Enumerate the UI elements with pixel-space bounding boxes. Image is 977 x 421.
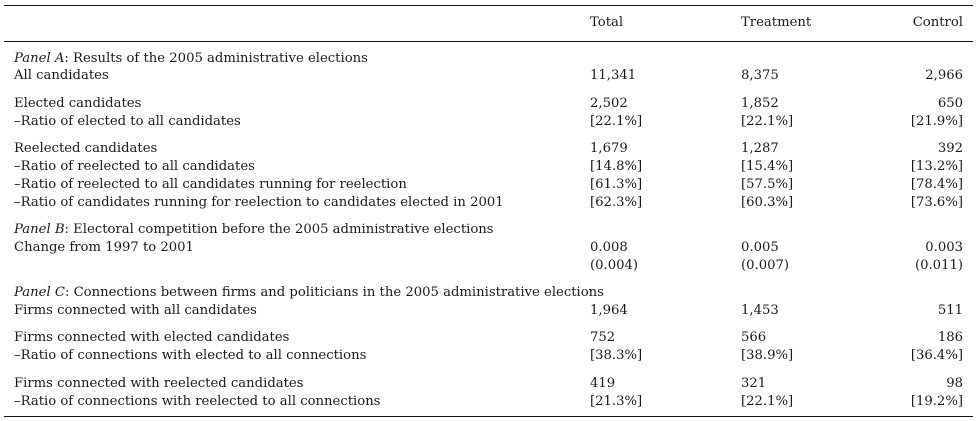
- cell-treatment: [60.3%]: [741, 195, 794, 210]
- row-label: Firms connected with reelected candidate…: [14, 376, 304, 391]
- row-label: –Ratio of reelected to all candidates: [14, 159, 255, 174]
- row-label: Elected candidates: [14, 96, 142, 111]
- cell-control: [73.6%]: [910, 195, 963, 210]
- cell-total: [21.3%]: [590, 394, 643, 409]
- cell-control: 511: [937, 303, 963, 318]
- cell-treatment: (0.007): [741, 258, 790, 273]
- cell-control: 392: [937, 141, 963, 156]
- table-row: Change from 1997 to 2001 0.008 0.005 0.0…: [0, 240, 977, 257]
- panel-b-title: Panel B: Electoral competition before th…: [0, 222, 977, 239]
- table-row: –Ratio of reelected to all candidates ru…: [0, 177, 977, 194]
- cell-treatment: [22.1%]: [741, 394, 794, 409]
- cell-total: [14.8%]: [590, 159, 643, 174]
- cell-total: 1,964: [590, 303, 628, 318]
- cell-control: 0.003: [925, 240, 963, 255]
- cell-control: [21.9%]: [910, 114, 963, 129]
- row-label: Reelected candidates: [14, 141, 158, 156]
- cell-total: 2,502: [590, 96, 628, 111]
- row-label: Change from 1997 to 2001: [14, 240, 194, 255]
- row-label: –Ratio of connections with elected to al…: [14, 348, 367, 363]
- bottom-rule: [4, 416, 973, 418]
- cell-control: (0.011): [914, 258, 963, 273]
- cell-treatment: 8,375: [741, 68, 779, 83]
- cell-control: [13.2%]: [910, 159, 963, 174]
- table-header: Total Treatment Control: [0, 15, 977, 33]
- cell-total: [62.3%]: [590, 195, 643, 210]
- cell-treatment: 566: [741, 330, 767, 345]
- panel-a-label: Panel A: [14, 51, 65, 66]
- cell-total: 1,679: [590, 141, 628, 156]
- panel-b-title-text: : Electoral competition before the 2005 …: [64, 222, 494, 237]
- header-control: Control: [912, 15, 963, 30]
- cell-total: [38.3%]: [590, 348, 643, 363]
- table-row: (0.004) (0.007) (0.011): [0, 258, 977, 275]
- cell-treatment: [38.9%]: [741, 348, 794, 363]
- cell-treatment: [22.1%]: [741, 114, 794, 129]
- panel-c-label: Panel C: [14, 285, 65, 300]
- cell-control: [78.4%]: [910, 177, 963, 192]
- table-row: Reelected candidates 1,679 1,287 392: [0, 141, 977, 158]
- header-rule: [4, 41, 973, 42]
- top-rule: [4, 5, 973, 7]
- cell-total: 419: [590, 376, 616, 391]
- cell-total: [22.1%]: [590, 114, 643, 129]
- panel-c-title-text: : Connections between firms and politici…: [64, 285, 604, 300]
- header-total: Total: [590, 15, 624, 30]
- table-row: Firms connected with elected candidates …: [0, 330, 977, 347]
- table-row: Firms connected with reelected candidate…: [0, 376, 977, 393]
- panel-b-label: Panel B: [14, 222, 65, 237]
- cell-total: 0.008: [590, 240, 628, 255]
- cell-total: 752: [590, 330, 616, 345]
- cell-total: (0.004): [590, 258, 639, 273]
- cell-total: 11,341: [590, 68, 637, 83]
- table-row: –Ratio of elected to all candidates [22.…: [0, 114, 977, 131]
- table-row: –Ratio of reelected to all candidates [1…: [0, 159, 977, 176]
- cell-treatment: [57.5%]: [741, 177, 794, 192]
- panel-c-title: Panel C: Connections between firms and p…: [0, 285, 977, 302]
- cell-treatment: 1,453: [741, 303, 779, 318]
- panel-a-title-text: : Results of the 2005 administrative ele…: [64, 51, 368, 66]
- cell-treatment: 0.005: [741, 240, 779, 255]
- cell-treatment: 1,287: [741, 141, 779, 156]
- table-row: –Ratio of connections with elected to al…: [0, 348, 977, 365]
- table-row: –Ratio of candidates running for reelect…: [0, 195, 977, 212]
- cell-control: [36.4%]: [910, 348, 963, 363]
- row-label: –Ratio of reelected to all candidates ru…: [14, 177, 407, 192]
- cell-control: 2,966: [925, 68, 963, 83]
- table-row: –Ratio of connections with reelected to …: [0, 394, 977, 411]
- cell-treatment: 1,852: [741, 96, 779, 111]
- row-label: –Ratio of connections with reelected to …: [14, 394, 381, 409]
- cell-total: [61.3%]: [590, 177, 643, 192]
- cell-treatment: [15.4%]: [741, 159, 794, 174]
- cell-control: 98: [946, 376, 963, 391]
- header-treatment: Treatment: [741, 15, 812, 30]
- row-label: –Ratio of candidates running for reelect…: [14, 195, 504, 210]
- row-label: –Ratio of elected to all candidates: [14, 114, 241, 129]
- table-row: Elected candidates 2,502 1,852 650: [0, 96, 977, 113]
- cell-control: 186: [937, 330, 963, 345]
- table-row: All candidates 11,341 8,375 2,966: [0, 68, 977, 85]
- cell-control: 650: [937, 96, 963, 111]
- table-row: Firms connected with all candidates 1,96…: [0, 303, 977, 320]
- cell-treatment: 321: [741, 376, 767, 391]
- row-label: Firms connected with all candidates: [14, 303, 257, 318]
- row-label: All candidates: [14, 68, 109, 83]
- panel-a-title: Panel A: Results of the 2005 administrat…: [0, 51, 977, 68]
- row-label: Firms connected with elected candidates: [14, 330, 290, 345]
- cell-control: [19.2%]: [910, 394, 963, 409]
